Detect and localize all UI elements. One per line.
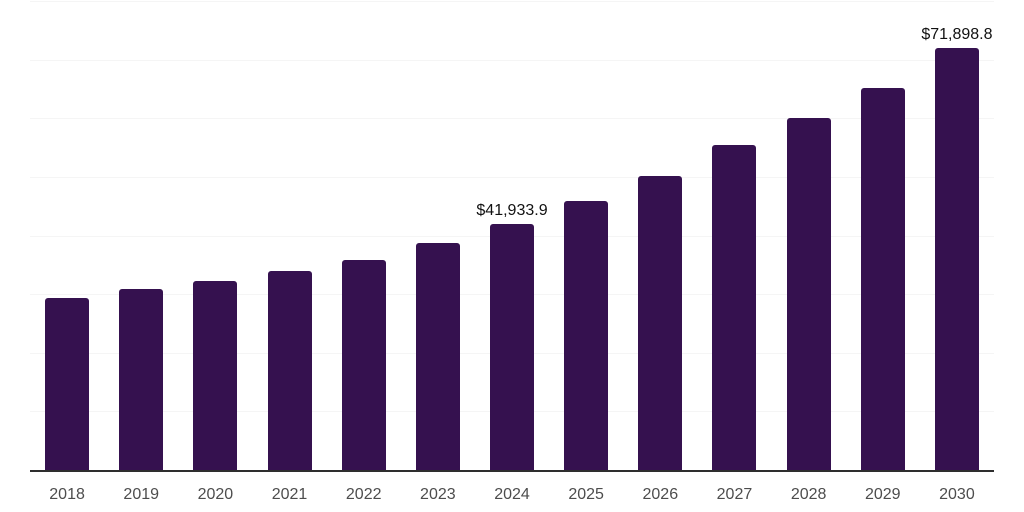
bar-2018 [45,297,90,470]
x-tick-label-2022: 2022 [345,486,382,503]
x-tick-label-2018: 2018 [49,486,85,503]
x-tick-label-2024: 2024 [494,486,530,503]
bar-2025 [564,200,609,470]
x-tick-label-2029: 2029 [864,486,901,503]
gridline-60000 [30,118,994,120]
x-tick-label-2028: 2028 [790,486,827,503]
x-tick-label-2023: 2023 [420,486,456,503]
bar-2027 [712,144,757,470]
value-label-2024: $41,933.9 [476,202,548,220]
bar-2021 [267,271,312,470]
x-tick-label-2030: 2030 [939,486,975,503]
gridline-70000 [30,59,994,61]
x-tick-label-2021: 2021 [271,486,308,503]
gridline-50000 [30,176,994,178]
bar-2022 [341,260,386,470]
x-tick-label-2019: 2019 [123,486,160,503]
bar-2023 [415,243,460,470]
x-axis-line [30,470,994,472]
bar-2026 [638,175,683,470]
bar-2028 [786,118,831,470]
bar-2019 [119,288,164,470]
x-tick-label-2025: 2025 [568,486,604,503]
bar-2020 [193,281,238,470]
bar-2029 [860,88,905,470]
x-tick-label-2026: 2026 [642,486,679,503]
value-label-2030: $71,898.8 [921,26,993,44]
x-tick-label-2027: 2027 [716,486,753,503]
x-tick-label-2020: 2020 [197,486,234,503]
bar-2024 [490,224,534,470]
gridline-80000 [30,1,994,2]
bar-2030 [934,48,979,470]
